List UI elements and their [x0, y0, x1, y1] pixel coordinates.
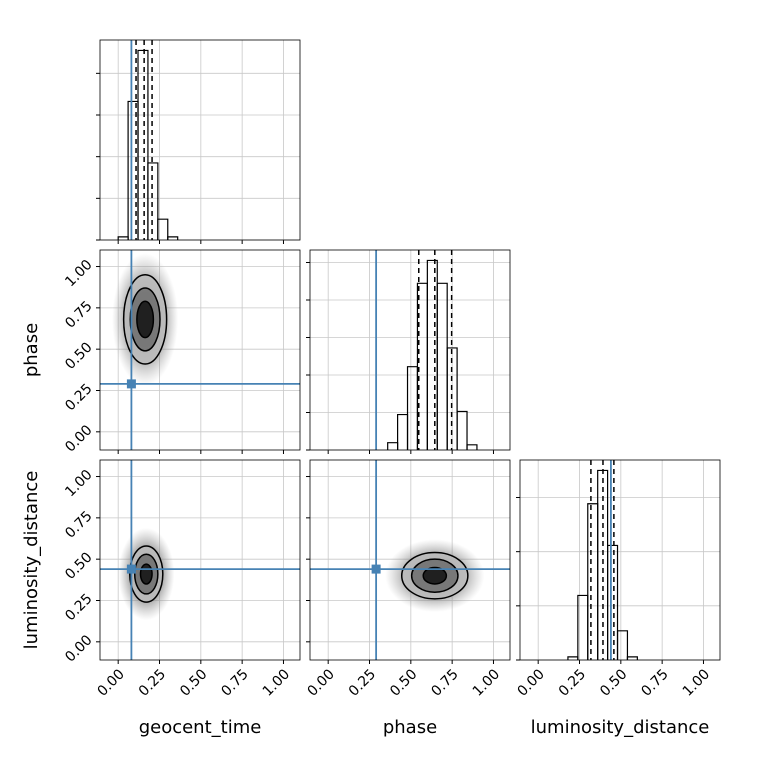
- panel: [100, 460, 300, 660]
- x-tick-label: 0.75: [638, 666, 671, 699]
- panel: [100, 250, 300, 450]
- truth-marker: [126, 564, 136, 574]
- x-tick-label: 1.00: [680, 666, 713, 699]
- histogram-bin: [616, 630, 629, 660]
- histogram-bin: [607, 544, 619, 660]
- panel-frame: [99, 459, 301, 661]
- contour: [136, 300, 155, 339]
- x-tick-label: 0.75: [428, 666, 461, 699]
- panel-frame: [519, 459, 721, 661]
- histogram-bin: [406, 366, 419, 450]
- x-tick-label: 1.00: [260, 666, 293, 699]
- histogram-bin: [387, 442, 399, 450]
- contour: [139, 563, 153, 585]
- truth-marker: [371, 564, 381, 574]
- x-tick-label: 0.25: [136, 666, 169, 699]
- panel-frame: [309, 459, 511, 661]
- x-tick-label: 0.50: [177, 666, 210, 699]
- y-tick-label: 0.50: [62, 550, 95, 583]
- panel-frame: [99, 249, 301, 451]
- histogram-bin: [446, 347, 458, 450]
- histogram-bin: [167, 236, 179, 240]
- histogram-bin: [436, 282, 448, 450]
- x-axis-label: phase: [383, 717, 437, 738]
- y-tick-label: 0.25: [62, 591, 95, 624]
- y-tick-label: 0.75: [62, 508, 95, 541]
- y-tick-label: 0.25: [62, 381, 95, 414]
- contour: [422, 566, 448, 585]
- histogram-bin: [426, 259, 438, 450]
- x-tick-label: 1.00: [470, 666, 503, 699]
- panel: [375, 250, 478, 450]
- x-axis-label: geocent_time: [139, 717, 262, 738]
- x-tick-label: 0.25: [346, 666, 379, 699]
- histogram-bin: [626, 656, 638, 660]
- histogram-bin: [567, 656, 579, 660]
- panel: [567, 460, 638, 660]
- histogram-bin: [117, 236, 129, 240]
- x-tick-label: 0.50: [387, 666, 420, 699]
- x-tick-label: 0.75: [218, 666, 251, 699]
- x-tick-label: 0.00: [94, 666, 127, 699]
- histogram-bin: [456, 410, 468, 450]
- histogram-bin: [466, 444, 478, 450]
- histogram-bin: [147, 162, 159, 240]
- panel: [117, 40, 179, 240]
- y-tick-label: 0.00: [62, 422, 95, 455]
- panel-frame: [99, 39, 301, 241]
- y-tick-label: 1.00: [62, 257, 95, 290]
- panel: [310, 460, 510, 660]
- x-tick-label: 0.00: [304, 666, 337, 699]
- x-axis-label: luminosity_distance: [531, 717, 710, 738]
- y-tick-label: 0.00: [62, 632, 95, 665]
- histogram-bin: [587, 503, 599, 660]
- y-tick-label: 1.00: [62, 467, 95, 500]
- y-axis-label: luminosity_distance: [21, 471, 42, 650]
- histogram-bin: [157, 218, 169, 240]
- y-tick-label: 0.50: [62, 340, 95, 373]
- x-tick-label: 0.50: [597, 666, 630, 699]
- y-axis-label: phase: [21, 323, 42, 377]
- panel-frame: [309, 249, 511, 451]
- x-tick-label: 0.00: [514, 666, 547, 699]
- truth-marker: [126, 379, 136, 389]
- y-tick-label: 0.75: [62, 298, 95, 331]
- x-tick-label: 0.25: [556, 666, 589, 699]
- histogram-bin: [137, 49, 149, 240]
- histogram-bin: [397, 413, 409, 450]
